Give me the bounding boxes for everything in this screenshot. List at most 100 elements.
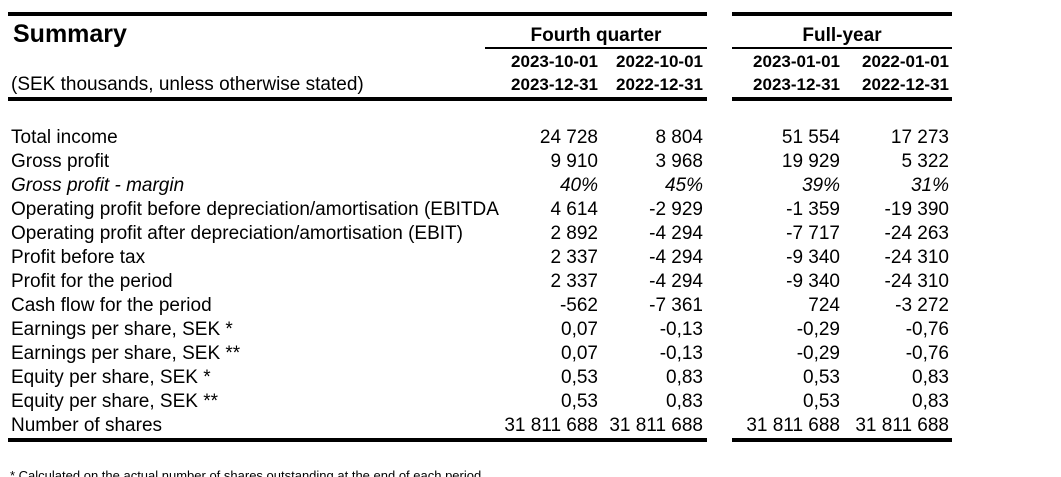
row-label: Earnings per share, SEK ** (11, 343, 241, 364)
value-fy-2022: -3 272 (895, 295, 949, 316)
period-end-q4-2023: 2023-12-31 (511, 75, 598, 94)
value-q4-2023: 2 892 (550, 223, 598, 244)
value-fy-2023: 0,53 (803, 367, 840, 388)
rule-table-bottom-right (732, 438, 952, 442)
value-q4-2022: 45% (664, 175, 703, 196)
value-q4-2023: 9 910 (550, 151, 598, 172)
table-row: Equity per share, SEK ** 0,53 0,83 0,53 … (8, 390, 952, 414)
value-fy-2022: 31% (910, 175, 949, 196)
value-q4-2022: -7 361 (649, 295, 703, 316)
value-fy-2022: 5 322 (901, 151, 949, 172)
table-rows: Total income 24 728 8 804 51 554 17 273 … (0, 126, 1061, 438)
value-q4-2022: 31 811 688 (609, 415, 703, 436)
period-start-q4-2022: 2022-10-01 (616, 52, 703, 71)
unit-note: (SEK thousands, unless otherwise stated) (11, 74, 364, 95)
table-row: Gross profit 9 910 3 968 19 929 5 322 (8, 150, 952, 174)
column-gap (703, 342, 733, 366)
table-row: Total income 24 728 8 804 51 554 17 273 (8, 126, 952, 150)
table-row: Earnings per share, SEK * 0,07 -0,13 -0,… (8, 318, 952, 342)
value-q4-2022: -0,13 (659, 319, 703, 340)
value-q4-2022: 8 804 (655, 127, 703, 148)
value-q4-2023: 31 811 688 (504, 415, 598, 436)
value-fy-2023: -0,29 (796, 319, 840, 340)
value-q4-2022: -0,13 (659, 343, 703, 364)
table-row: Operating profit before depreciation/amo… (8, 198, 952, 222)
table-row: Operating profit after depreciation/amor… (8, 222, 952, 246)
value-fy-2022: -19 390 (884, 199, 949, 220)
row-label: Operating profit before depreciation/amo… (11, 199, 499, 220)
value-fy-2022: -0,76 (905, 319, 949, 340)
value-fy-2022: -24 310 (884, 271, 949, 292)
value-fy-2023: -1 359 (786, 199, 840, 220)
column-gap (703, 126, 733, 150)
row-label: Operating profit after depreciation/amor… (11, 223, 463, 244)
table-row: Gross profit - margin 40% 45% 39% 31% (8, 174, 952, 198)
value-fy-2022: 17 273 (890, 127, 949, 148)
value-fy-2023: 31 811 688 (746, 415, 840, 436)
value-fy-2022: 31 811 688 (855, 415, 949, 436)
rule-group-underline-left (485, 47, 707, 49)
table-row: Equity per share, SEK * 0,53 0,83 0,53 0… (8, 366, 952, 390)
value-fy-2023: -7 717 (786, 223, 840, 244)
rule-header-bottom-right (732, 97, 952, 101)
row-label: Earnings per share, SEK * (11, 319, 233, 340)
value-q4-2023: 24 728 (539, 127, 598, 148)
column-gap (703, 222, 733, 246)
row-label: Cash flow for the period (11, 295, 212, 316)
period-start-fy-2023: 2023-01-01 (753, 52, 840, 71)
value-fy-2023: 724 (808, 295, 840, 316)
value-fy-2023: -0,29 (796, 343, 840, 364)
value-q4-2023: 40% (559, 175, 598, 196)
period-end-q4-2022: 2022-12-31 (616, 75, 703, 94)
row-label: Gross profit - margin (11, 175, 185, 196)
value-fy-2022: 0,83 (912, 367, 949, 388)
table-row: Profit for the period 2 337 -4 294 -9 34… (8, 270, 952, 294)
value-fy-2022: 0,83 (912, 391, 949, 412)
column-group-fourth-quarter: Fourth quarter (530, 25, 662, 46)
period-end-fy-2023: 2023-12-31 (753, 75, 840, 94)
column-gap (703, 294, 733, 318)
value-q4-2023: 0,53 (561, 367, 598, 388)
value-q4-2023: 2 337 (550, 247, 598, 268)
value-fy-2023: -9 340 (786, 247, 840, 268)
value-fy-2023: 19 929 (781, 151, 840, 172)
value-fy-2023: 0,53 (803, 391, 840, 412)
table-row: Cash flow for the period -562 -7 361 724… (8, 294, 952, 318)
row-label: Profit before tax (11, 247, 146, 268)
column-gap (703, 366, 733, 390)
period-start-row: 2023-10-01 2022-10-01 2023-01-01 2022-01… (8, 51, 952, 73)
row-label: Total income (11, 127, 118, 148)
value-fy-2023: -9 340 (786, 271, 840, 292)
value-fy-2022: -24 263 (884, 223, 949, 244)
value-q4-2022: 0,83 (666, 367, 703, 388)
value-q4-2023: -562 (559, 295, 598, 316)
row-label: Number of shares (11, 415, 163, 436)
rule-top-left (8, 12, 707, 16)
value-q4-2023: 0,07 (561, 319, 598, 340)
value-q4-2022: -2 929 (649, 199, 703, 220)
value-q4-2022: 3 968 (655, 151, 703, 172)
column-gap (703, 390, 733, 414)
column-gap (703, 150, 733, 174)
column-gap (703, 318, 733, 342)
period-start-fy-2022: 2022-01-01 (862, 52, 949, 71)
value-q4-2022: -4 294 (649, 247, 703, 268)
value-q4-2023: 0,07 (561, 343, 598, 364)
column-gap (703, 414, 733, 438)
row-label: Profit for the period (11, 271, 173, 292)
period-end-row: (SEK thousands, unless otherwise stated)… (8, 74, 952, 96)
page-title: Summary (13, 20, 127, 48)
value-q4-2023: 4 614 (550, 199, 598, 220)
value-fy-2022: -24 310 (884, 247, 949, 268)
column-gap (703, 174, 733, 198)
value-fy-2023: 51 554 (781, 127, 840, 148)
table-row: Number of shares 31 811 688 31 811 688 3… (8, 414, 952, 438)
value-q4-2023: 2 337 (550, 271, 598, 292)
column-gap (703, 198, 733, 222)
column-group-full-year: Full-year (802, 25, 882, 46)
value-q4-2023: 0,53 (561, 391, 598, 412)
value-fy-2022: -0,76 (905, 343, 949, 364)
table-row: Earnings per share, SEK ** 0,07 -0,13 -0… (8, 342, 952, 366)
period-start-q4-2023: 2023-10-01 (511, 52, 598, 71)
